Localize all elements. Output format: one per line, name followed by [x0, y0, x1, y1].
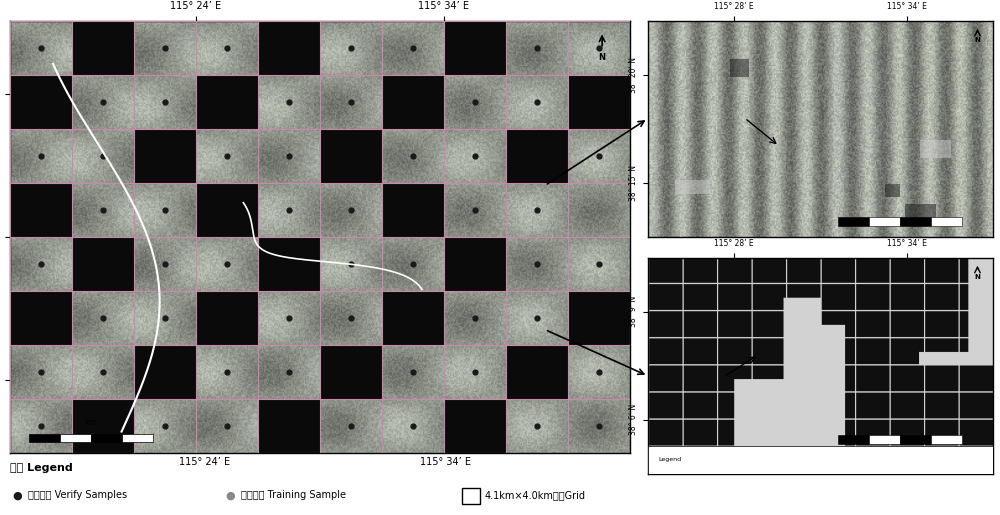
- Bar: [931, 217, 962, 226]
- Bar: [196, 75, 258, 129]
- Bar: [72, 21, 134, 75]
- Text: Legend: Legend: [658, 457, 681, 462]
- Bar: [900, 435, 931, 443]
- Bar: [10, 183, 72, 237]
- Bar: [869, 217, 900, 226]
- Bar: [506, 129, 568, 183]
- Text: N: N: [599, 53, 606, 62]
- Bar: [29, 434, 60, 442]
- Bar: [196, 291, 258, 345]
- Bar: [258, 21, 320, 75]
- Bar: [838, 217, 869, 226]
- Bar: [134, 129, 196, 183]
- Bar: [869, 435, 900, 443]
- Bar: [931, 435, 962, 443]
- Bar: [134, 345, 196, 399]
- Bar: [444, 21, 506, 75]
- Bar: [730, 59, 749, 77]
- Bar: [122, 434, 153, 442]
- Bar: [568, 291, 630, 345]
- Text: 4.1km×4.0km网格Grid: 4.1km×4.0km网格Grid: [485, 490, 586, 501]
- Bar: [10, 291, 72, 345]
- Text: 训练样本 Training Sample: 训练样本 Training Sample: [241, 490, 346, 501]
- Bar: [382, 75, 444, 129]
- Bar: [885, 184, 900, 197]
- Text: 验证样本 Verify Samples: 验证样本 Verify Samples: [28, 490, 127, 501]
- Bar: [900, 217, 931, 226]
- Bar: [320, 129, 382, 183]
- Bar: [444, 399, 506, 453]
- Bar: [258, 399, 320, 453]
- Bar: [444, 237, 506, 291]
- Text: km: km: [85, 418, 97, 427]
- Bar: [920, 140, 951, 158]
- Bar: [320, 345, 382, 399]
- Text: 图例 Legend: 图例 Legend: [10, 463, 73, 473]
- Bar: [838, 435, 869, 443]
- Bar: [905, 204, 936, 222]
- Text: N: N: [975, 37, 980, 43]
- Text: 115° 24’ E: 115° 24’ E: [179, 456, 231, 467]
- Bar: [196, 183, 258, 237]
- Bar: [382, 183, 444, 237]
- Bar: [72, 237, 134, 291]
- Bar: [675, 180, 710, 194]
- Bar: [72, 399, 134, 453]
- Bar: [382, 291, 444, 345]
- Text: ●: ●: [12, 490, 22, 501]
- Bar: [60, 434, 91, 442]
- Bar: [91, 434, 122, 442]
- Bar: [648, 445, 993, 474]
- Bar: [506, 345, 568, 399]
- Bar: [258, 237, 320, 291]
- Text: 115° 34’ E: 115° 34’ E: [420, 456, 471, 467]
- Text: N: N: [975, 274, 980, 280]
- Text: ●: ●: [225, 490, 235, 501]
- Bar: [568, 75, 630, 129]
- Bar: [10, 75, 72, 129]
